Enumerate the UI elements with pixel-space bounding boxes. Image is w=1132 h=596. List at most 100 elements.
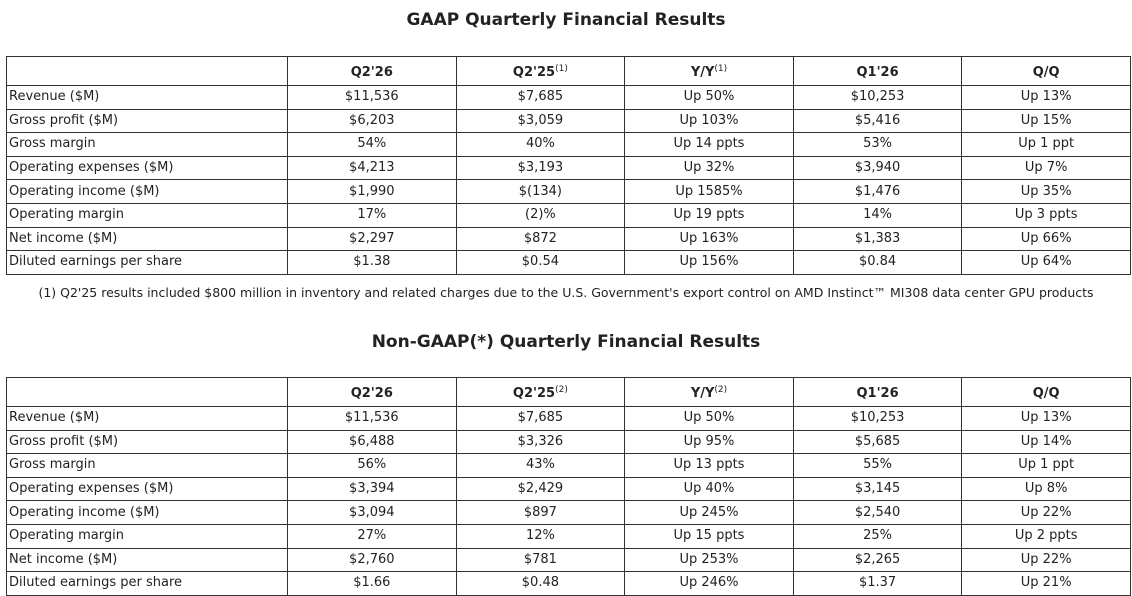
table-row: Gross profit ($M) $6,203 $3,059 Up 103% $5,4… xyxy=(6,108,1131,134)
row-label: Revenue ($M) xyxy=(6,85,288,110)
table-cell: $10,253 xyxy=(792,406,963,431)
table-cell: Up 66% xyxy=(961,226,1131,252)
row-label: Diluted earnings per share xyxy=(6,250,288,275)
column-header-label: Y/Y xyxy=(690,386,715,401)
row-label: Gross margin xyxy=(6,453,288,478)
row-label: Gross margin xyxy=(6,132,288,157)
table-cell: $3,394 xyxy=(287,476,457,502)
table-row: Operating expenses ($M) $3,394 $2,429 Up 40… xyxy=(6,476,1131,502)
table-cell: Up 1 ppt xyxy=(961,132,1131,157)
column-header-footnote-ref: (1) xyxy=(714,64,728,74)
column-header: Q1'26 xyxy=(792,56,963,86)
table-cell: $1.37 xyxy=(792,571,963,596)
column-header-label: Q1'26 xyxy=(856,65,899,80)
table-cell: (2)% xyxy=(455,202,626,228)
row-label: Gross profit ($M) xyxy=(6,108,288,134)
table-cell: Up 13% xyxy=(961,406,1131,431)
table-cell: Up 163% xyxy=(624,226,794,252)
table-cell: 56% xyxy=(287,453,457,478)
table-cell: $872 xyxy=(455,226,626,252)
table-row: Revenue ($M) $11,536 $7,685 Up 50% $10,253 Up… xyxy=(6,85,1131,110)
table-cell: Up 1585% xyxy=(624,179,794,204)
table-cell: $1.66 xyxy=(287,571,457,596)
row-label: Diluted earnings per share xyxy=(6,571,288,596)
column-header-label: Q2'25 xyxy=(512,65,556,80)
table-cell: Up 32% xyxy=(624,155,794,181)
table-row: Revenue ($M) $11,536 $7,685 Up 50% $10,253 Up… xyxy=(6,406,1131,431)
table-cell: 12% xyxy=(455,523,626,549)
column-header-label: Q/Q xyxy=(1032,386,1060,401)
table-cell: Up 246% xyxy=(624,571,794,596)
table-cell: Up 8% xyxy=(961,476,1131,502)
row-label: Net income ($M) xyxy=(6,226,288,252)
table-cell: $897 xyxy=(455,500,626,525)
table-cell: $2,265 xyxy=(792,547,963,573)
column-header-label: Q/Q xyxy=(1032,65,1060,80)
table-cell: Up 7% xyxy=(961,155,1131,181)
table-cell: Up 22% xyxy=(961,500,1131,525)
table-cell: Up 35% xyxy=(961,179,1131,204)
table-cell: Up 13 ppts xyxy=(624,453,794,478)
table-cell: $3,145 xyxy=(792,476,963,502)
column-header-footnote-ref: (1) xyxy=(555,64,568,74)
table-cell: 54% xyxy=(287,132,457,157)
gaap-results-table: Q2'26 Q2'25(1) Y/Y(1) Q1'26 Q/Q Revenue ($M)… xyxy=(6,56,1131,275)
table-cell: $3,094 xyxy=(287,500,457,525)
row-label: Net income ($M) xyxy=(6,547,288,573)
table-cell: $2,429 xyxy=(455,476,626,502)
table-row: Net income ($M) $2,760 $781 Up 253% $2,265 Up… xyxy=(6,547,1131,573)
column-header: Y/Y(1) xyxy=(624,56,794,86)
table-cell: 25% xyxy=(792,523,963,549)
table-cell: $11,536 xyxy=(287,406,457,431)
table-cell: $0.54 xyxy=(455,250,626,275)
row-label: Operating income ($M) xyxy=(6,500,288,525)
table-cell: $6,203 xyxy=(287,108,457,134)
table-cell: Up 2 ppts xyxy=(961,523,1131,549)
column-header: Y/Y(2) xyxy=(624,377,794,407)
table-cell: Up 13% xyxy=(961,85,1131,110)
column-header: Q2'26 xyxy=(287,56,457,86)
column-header: Q2'26 xyxy=(287,377,457,407)
row-label: Gross profit ($M) xyxy=(6,429,288,455)
table-cell: 27% xyxy=(287,523,457,549)
table-cell: $7,685 xyxy=(455,85,626,110)
table-cell: $5,685 xyxy=(792,429,963,455)
table-row: Operating expenses ($M) $4,213 $3,193 Up 32… xyxy=(6,155,1131,181)
table-cell: Up 3 ppts xyxy=(961,202,1131,228)
table-cell: $1,476 xyxy=(792,179,963,204)
table-row: Net income ($M) $2,297 $872 Up 163% $1,383 Up… xyxy=(6,226,1131,252)
table-cell: Up 14 ppts xyxy=(624,132,794,157)
table-cell: $1,383 xyxy=(792,226,963,252)
table-cell: $2,540 xyxy=(792,500,963,525)
table-row: Operating margin 27% 12% Up 15 ppts 25% Up 2 … xyxy=(6,523,1131,549)
table-cell: Up 50% xyxy=(624,406,794,431)
table-row: Gross margin 56% 43% Up 13 ppts 55% Up 1 ppt xyxy=(6,453,1131,478)
nongaap-table-title: Non-GAAP(*) Quarterly Financial Results xyxy=(371,332,761,352)
nongaap-results-table: Q2'26 Q2'25(2) Y/Y(2) Q1'26 Q/Q Revenue ($M)… xyxy=(6,377,1131,596)
table-cell: Up 95% xyxy=(624,429,794,455)
table-cell: $0.48 xyxy=(455,571,626,596)
row-label: Operating expenses ($M) xyxy=(6,476,288,502)
table-row: Operating income ($M) $3,094 $897 Up 245% $2… xyxy=(6,500,1131,525)
table-cell: 17% xyxy=(287,202,457,228)
table-row: Diluted earnings per share $1.38 $0.54 Up 1… xyxy=(6,250,1131,275)
table-cell: 43% xyxy=(455,453,626,478)
table-cell: $7,685 xyxy=(455,406,626,431)
table-cell: $10,253 xyxy=(792,85,963,110)
table-cell: $(134) xyxy=(455,179,626,204)
column-header: Q1'26 xyxy=(792,377,963,407)
column-header-blank xyxy=(6,56,288,86)
column-header-label: Q2'26 xyxy=(350,65,393,80)
row-label: Operating expenses ($M) xyxy=(6,155,288,181)
table-cell: Up 1 ppt xyxy=(961,453,1131,478)
column-header-label: Q2'25 xyxy=(512,386,556,401)
table-row: Operating income ($M) $1,990 $(134) Up 1585… xyxy=(6,179,1131,204)
table-cell: Up 103% xyxy=(624,108,794,134)
table-cell: $11,536 xyxy=(287,85,457,110)
table-cell: Up 253% xyxy=(624,547,794,573)
column-header-label: Q2'26 xyxy=(350,386,393,401)
column-header-blank xyxy=(6,377,288,407)
table-cell: Up 21% xyxy=(961,571,1131,596)
column-header-label: Y/Y xyxy=(690,65,715,80)
table-row: Gross margin 54% 40% Up 14 ppts 53% Up 1 ppt xyxy=(6,132,1131,157)
